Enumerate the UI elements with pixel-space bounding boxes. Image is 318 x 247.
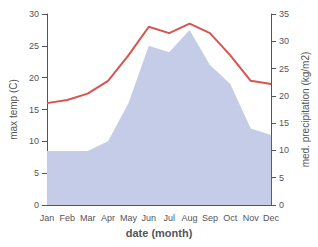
- svg-text:25: 25: [29, 41, 39, 51]
- svg-text:Jan: Jan: [40, 213, 55, 223]
- svg-text:10: 10: [279, 145, 289, 155]
- svg-text:5: 5: [279, 173, 284, 183]
- svg-text:20: 20: [279, 91, 289, 101]
- svg-text:Jul: Jul: [163, 213, 175, 223]
- svg-text:10: 10: [29, 136, 39, 146]
- svg-text:Aug: Aug: [182, 213, 198, 223]
- svg-text:Dec: Dec: [263, 213, 280, 223]
- svg-text:15: 15: [29, 105, 39, 115]
- svg-text:Apr: Apr: [101, 213, 115, 223]
- svg-text:Feb: Feb: [60, 213, 76, 223]
- svg-text:May: May: [120, 213, 138, 223]
- svg-text:max temp (C): max temp (C): [8, 79, 19, 140]
- svg-text:35: 35: [279, 9, 289, 19]
- svg-text:Sep: Sep: [202, 213, 218, 223]
- svg-text:Jun: Jun: [142, 213, 157, 223]
- svg-text:5: 5: [34, 168, 39, 178]
- svg-text:30: 30: [279, 36, 289, 46]
- svg-text:20: 20: [29, 73, 39, 83]
- svg-text:Mar: Mar: [80, 213, 96, 223]
- svg-text:15: 15: [279, 118, 289, 128]
- svg-text:0: 0: [279, 200, 284, 210]
- svg-text:25: 25: [279, 64, 289, 74]
- svg-text:med. precipitation (kg/m2): med. precipitation (kg/m2): [300, 52, 311, 168]
- svg-text:Oct: Oct: [223, 213, 238, 223]
- svg-text:0: 0: [34, 200, 39, 210]
- svg-text:Nov: Nov: [243, 213, 260, 223]
- svg-text:30: 30: [29, 9, 39, 19]
- svg-text:date (month): date (month): [126, 227, 193, 239]
